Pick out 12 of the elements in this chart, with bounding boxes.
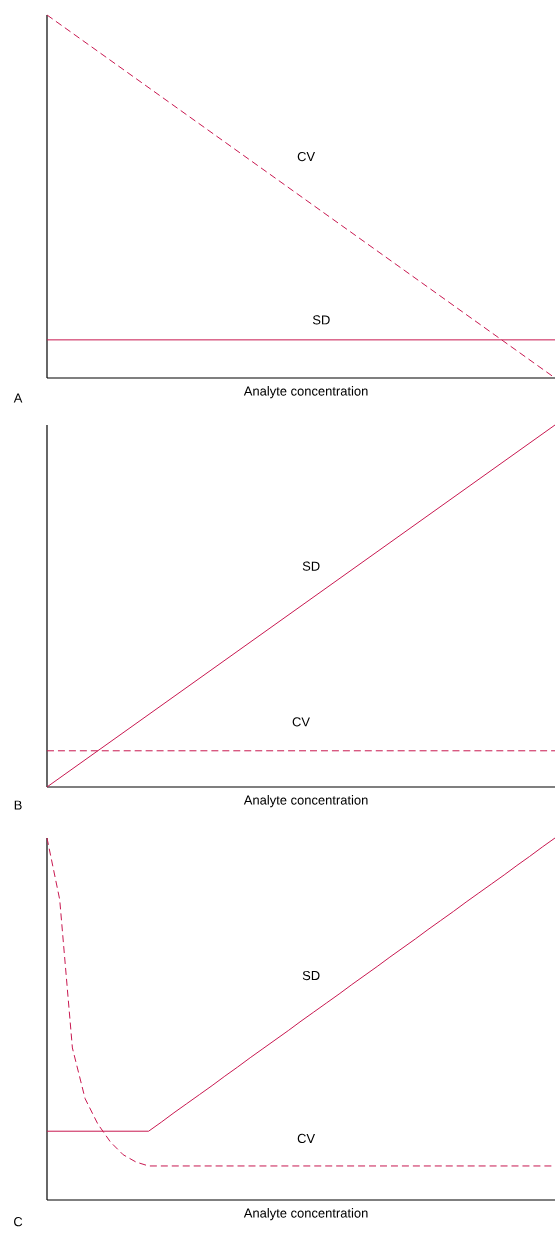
text: B — [14, 800, 22, 810]
text: A — [13, 393, 23, 403]
series-label: SD — [302, 561, 320, 571]
text: C — [14, 1217, 23, 1227]
series-label: SD — [313, 315, 330, 325]
text: CV — [297, 151, 316, 162]
series-label: CV — [292, 717, 311, 727]
series-label: SD — [302, 970, 320, 981]
x-axis-title: Analyte concentration — [244, 386, 368, 399]
series-label: CV — [297, 1133, 316, 1144]
x-axis-title: Analyte concentration — [244, 1208, 368, 1221]
x-axis-title: Analyte concentration — [244, 795, 368, 808]
